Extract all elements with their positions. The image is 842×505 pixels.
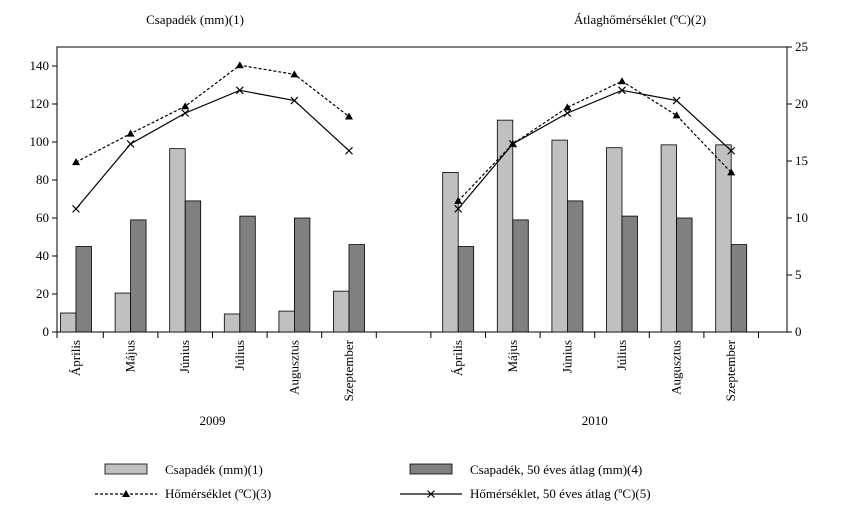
y-tick-label: 120 (30, 96, 50, 111)
y2-tick-label: 25 (795, 39, 808, 54)
marker (290, 70, 299, 78)
y2-tick-label: 0 (795, 324, 802, 339)
bar (223, 313, 241, 333)
x-tick-label: Július (614, 340, 629, 370)
group-label: 2009 (200, 413, 226, 428)
y-axis-title: Csapadék (mm)(1) (146, 12, 244, 27)
y-tick-label: 0 (43, 324, 50, 339)
x-tick-label: Június (177, 340, 192, 373)
y-tick-label: 100 (30, 134, 50, 149)
bar (114, 292, 131, 333)
marker (508, 139, 517, 148)
bar (60, 312, 77, 333)
bar (715, 144, 732, 333)
marker (290, 96, 299, 105)
legend-swatch (104, 463, 148, 475)
y-tick-label: 80 (36, 172, 49, 187)
legend-marker (122, 490, 130, 497)
marker (181, 109, 190, 118)
marker (235, 86, 244, 95)
x-tick-label: Április (68, 340, 83, 376)
marker (72, 158, 80, 166)
bar (184, 200, 202, 333)
bar (621, 215, 638, 333)
x-tick-label: Augusztus (669, 340, 684, 395)
marker (126, 129, 135, 137)
x-tick-label: Augusztus (286, 340, 301, 395)
marker (345, 112, 353, 120)
legend-label: Hőmérséklet, 50 éves átlag (ºC)(5) (470, 486, 651, 501)
marker (181, 102, 190, 110)
marker (72, 204, 80, 213)
group-label: 2010 (582, 413, 608, 428)
bar (567, 200, 584, 333)
legend-swatch (409, 463, 453, 475)
marker (618, 86, 626, 95)
bar (293, 217, 311, 333)
y2-tick-label: 20 (795, 96, 808, 111)
marker (563, 103, 572, 111)
line (75, 89, 732, 210)
bar (660, 144, 677, 333)
legend-label: Hőmérséklet (ºC)(3) (165, 486, 271, 501)
y-tick-label: 40 (36, 248, 49, 263)
y-tick-label: 20 (36, 286, 49, 301)
bar (169, 148, 186, 333)
x-tick-label: Április (450, 340, 465, 376)
x-tick-label: Július (232, 340, 247, 370)
marker (345, 146, 353, 155)
marker (672, 96, 681, 105)
legend-marker (427, 490, 435, 498)
bar (676, 217, 693, 333)
bar (442, 171, 459, 333)
bar (348, 244, 365, 333)
line (75, 64, 732, 202)
marker (454, 196, 463, 204)
y2-axis-title: Átlaghőmérséklet (ºC)(2) (574, 12, 706, 27)
marker (672, 111, 681, 119)
bar (730, 244, 748, 333)
bar (457, 246, 475, 333)
y2-tick-label: 15 (795, 153, 808, 168)
marker (235, 61, 244, 69)
bar (551, 139, 568, 333)
y2-tick-label: 5 (795, 267, 802, 282)
marker (727, 146, 736, 155)
plot-frame (56, 46, 788, 333)
bar (239, 215, 256, 333)
bar (75, 246, 92, 333)
bar (333, 290, 350, 333)
bar (512, 219, 529, 333)
bar (130, 219, 147, 333)
marker (727, 168, 736, 176)
x-tick-label: Május (123, 340, 138, 373)
y-tick-label: 60 (36, 210, 49, 225)
bar (606, 147, 623, 333)
y-tick-label: 140 (30, 58, 50, 73)
marker (126, 139, 135, 148)
marker (618, 77, 626, 85)
x-tick-label: Május (505, 340, 520, 373)
x-tick-label: Szeptember (341, 339, 356, 401)
legend-label: Csapadék (mm)(1) (165, 462, 263, 477)
x-tick-label: Szeptember (723, 339, 738, 401)
legend-label: Csapadék, 50 éves átlag (mm)(4) (470, 462, 642, 477)
x-tick-label: Június (559, 340, 574, 373)
marker (563, 109, 572, 118)
marker (454, 204, 463, 213)
y2-tick-label: 10 (795, 210, 808, 225)
bar (278, 310, 295, 333)
